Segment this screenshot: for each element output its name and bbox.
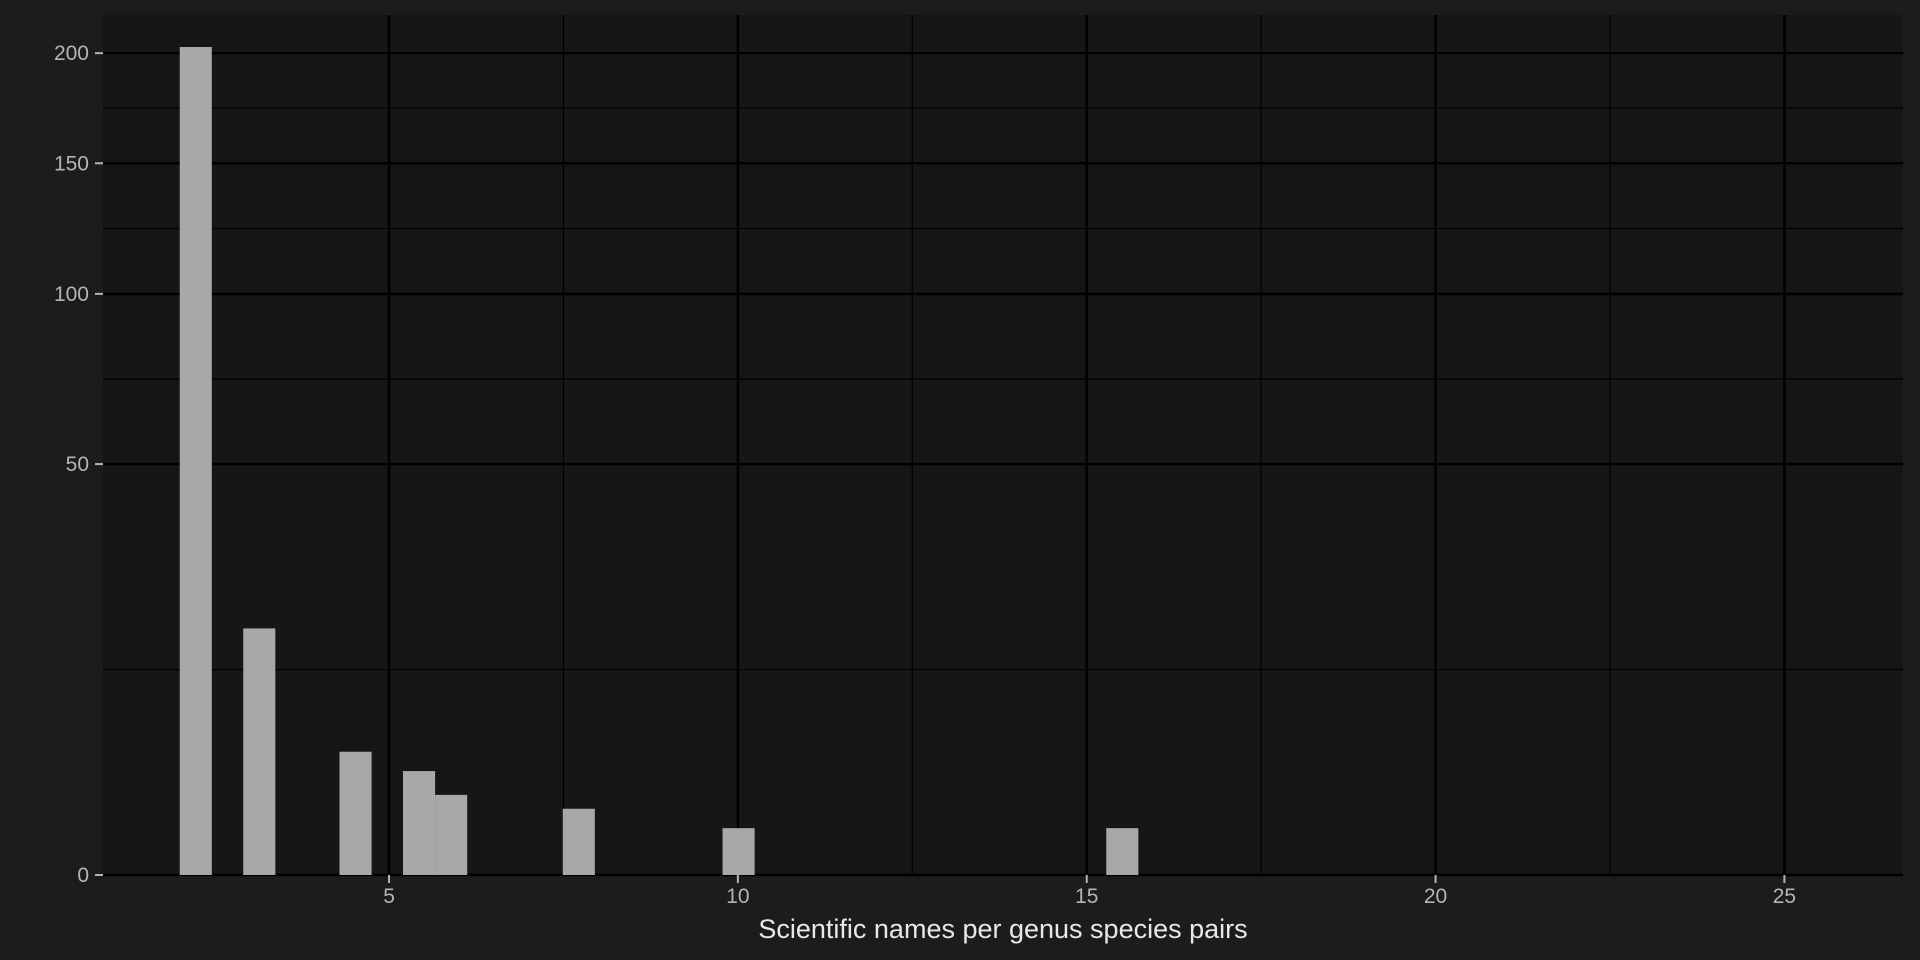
x-tick-label: 5 <box>383 885 395 908</box>
x-tick-label: 20 <box>1424 885 1447 908</box>
y-tick-label: 100 <box>54 283 89 306</box>
axes: 0 50 100 150 200 5 10 15 20 25 <box>54 42 1796 908</box>
histogram-bar <box>243 628 276 875</box>
x-axis-title: Scientific names per genus species pairs <box>758 914 1247 944</box>
histogram-bar <box>339 751 372 875</box>
grid-lines <box>103 15 1903 877</box>
y-tick-label: 150 <box>54 152 89 175</box>
plot-panel <box>103 15 1903 875</box>
y-tick-label: 50 <box>66 453 89 476</box>
x-tick-label: 15 <box>1075 885 1098 908</box>
histogram-bar <box>403 771 436 875</box>
bar-series <box>179 47 1139 876</box>
histogram-bar <box>562 808 595 875</box>
histogram-bar <box>435 794 468 875</box>
y-tick-label: 0 <box>77 864 89 887</box>
x-tick-label: 10 <box>726 885 749 908</box>
y-tick-label: 200 <box>54 42 89 65</box>
x-tick-label: 25 <box>1773 885 1796 908</box>
histogram-bar <box>179 47 212 876</box>
histogram-bar <box>722 828 755 875</box>
histogram-bar <box>1106 828 1139 875</box>
